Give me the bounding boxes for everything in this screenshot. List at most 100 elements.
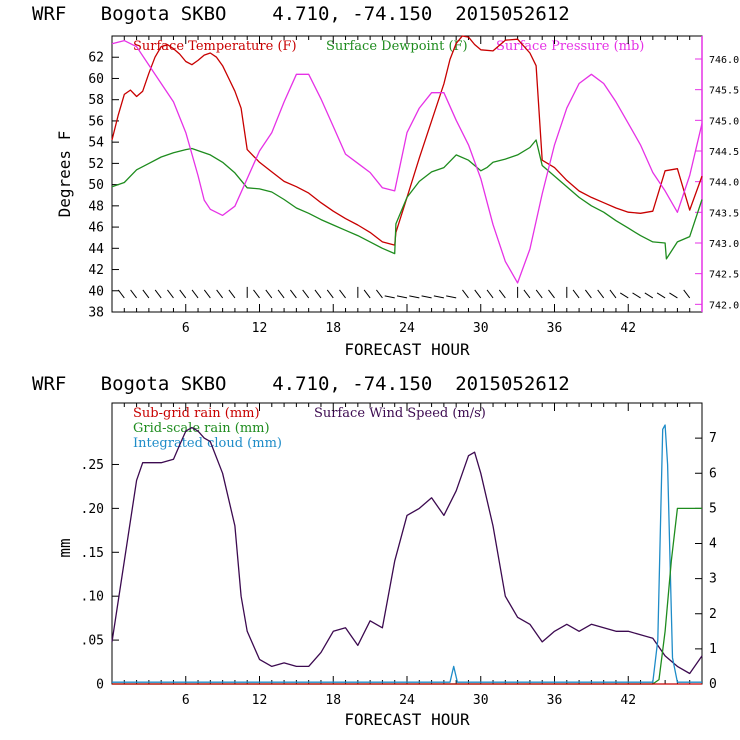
wind-speed-line (111, 426, 703, 675)
y-tick-label: 44 (88, 242, 104, 257)
y2-tick-label: 743.5 (709, 208, 739, 219)
top-y-axis-label: Degrees F (55, 131, 74, 218)
wind-barb (409, 295, 420, 299)
x-tick-label: 42 (620, 321, 636, 336)
integrated-cloud-line (112, 424, 702, 683)
legend-wind-speed: Surface Wind Speed (m/s) (314, 406, 486, 421)
y2-tick-label: 3 (709, 572, 717, 587)
top-chart-title: WRF Bogota SKBO 4.710, -74.150 201505261… (32, 3, 570, 25)
y2-tick-label: 746.0 (709, 55, 739, 66)
y2-tick-label: 0 (709, 677, 717, 692)
wind-barb (683, 289, 691, 299)
y-tick-label: 0 (96, 678, 104, 693)
wind-barb (179, 289, 187, 299)
x-tick-label: 30 (473, 321, 489, 336)
wind-barb (363, 289, 371, 299)
y-tick-label: 62 (88, 51, 104, 66)
wind-barb (191, 289, 199, 299)
y-tick-label: 58 (88, 93, 104, 108)
y2-tick-label: 6 (709, 466, 717, 481)
wind-barb (572, 289, 580, 299)
y-tick-label: .15 (81, 546, 104, 561)
wind-barb (253, 289, 260, 299)
temperature-line (111, 35, 703, 246)
temperature-chart: WRF Bogota SKBO 4.710, -74.150 201505261… (32, 3, 739, 359)
x-tick-label: 36 (547, 693, 563, 708)
x-tick-label: 30 (473, 693, 489, 708)
wind-barb (117, 289, 125, 299)
wind-barb (167, 289, 174, 299)
legend-subgrid-rain: Sub-grid rain (mm) (133, 406, 260, 421)
wind-barb (523, 289, 531, 299)
wind-barb (632, 292, 641, 299)
wind-barb (339, 289, 346, 299)
bottom-y-axis-label: mm (55, 538, 74, 557)
y-tick-label: 38 (88, 306, 104, 321)
x-tick-label: 6 (182, 693, 190, 708)
wind-barb (535, 289, 543, 299)
wind-barb (302, 289, 310, 299)
wind-barb (474, 289, 482, 299)
y-tick-label: .10 (81, 590, 104, 605)
top-plot-frame (111, 35, 703, 313)
x-tick-label: 42 (620, 693, 636, 708)
bottom-chart-title: WRF Bogota SKBO 4.710, -74.150 201505261… (32, 373, 570, 395)
wind-barb (142, 289, 150, 299)
y-tick-label: 42 (88, 263, 104, 278)
wind-barb (462, 289, 469, 299)
wind-barb (376, 289, 383, 299)
wind-barb (384, 295, 395, 299)
wind-barb (619, 292, 629, 299)
y2-tick-label: 1 (709, 642, 717, 657)
y2-tick-label: 745.5 (709, 86, 739, 97)
wind-barb (421, 295, 432, 299)
y2-tick-label: 5 (709, 501, 717, 516)
y-tick-label: .05 (81, 634, 104, 649)
gridscale-rain-line (112, 507, 702, 685)
wind-barb (498, 289, 506, 299)
y-tick-label: 48 (88, 199, 104, 214)
precipitation-chart: WRF Bogota SKBO 4.710, -74.150 201505261… (32, 373, 717, 729)
y-tick-label: 54 (88, 136, 104, 151)
y2-tick-label: 7 (709, 431, 717, 446)
y-tick-label: 52 (88, 157, 104, 172)
legend-integrated-cloud: Integrated cloud (mm) (133, 436, 282, 451)
y2-tick-label: 745.0 (709, 116, 739, 127)
wind-barb (609, 289, 617, 299)
wind-barb (216, 289, 224, 299)
legend-temperature: Surface Temperature (F) (133, 39, 297, 54)
wind-barb (446, 295, 457, 299)
x-tick-label: 36 (547, 321, 563, 336)
y-tick-label: 50 (88, 178, 104, 193)
wind-barb (289, 289, 297, 299)
legend-pressure: Surface Pressure (mb) (496, 39, 644, 54)
wind-barb (265, 289, 273, 299)
wind-barb (644, 292, 654, 299)
wind-barb (314, 289, 322, 299)
y-tick-label: .25 (81, 458, 104, 473)
y2-tick-label: 4 (709, 537, 717, 552)
x-tick-label: 18 (325, 321, 341, 336)
y-tick-label: 56 (88, 114, 104, 129)
legend-gridscale-rain: Grid-scale rain (mm) (133, 421, 270, 436)
wind-barb (486, 289, 494, 299)
wind-barb (203, 289, 211, 299)
y2-tick-label: 2 (709, 607, 717, 622)
wind-barb (548, 289, 555, 299)
x-tick-label: 12 (252, 321, 268, 336)
wind-barb (277, 289, 285, 299)
y-tick-label: .20 (81, 502, 104, 517)
legend-dewpoint: Surface Dewpoint (F) (326, 39, 468, 54)
pressure-line (111, 39, 703, 284)
wind-barb (584, 289, 592, 299)
wind-barb (228, 289, 236, 299)
y-tick-label: 46 (88, 221, 104, 236)
x-tick-label: 24 (399, 321, 415, 336)
y2-tick-label: 743.0 (709, 239, 739, 250)
wind-barbs (117, 286, 691, 299)
wind-barb (154, 289, 162, 299)
y2-tick-label: 742.0 (709, 300, 739, 311)
top-x-axis-label: FORECAST HOUR (344, 340, 470, 359)
x-tick-label: 24 (399, 693, 415, 708)
